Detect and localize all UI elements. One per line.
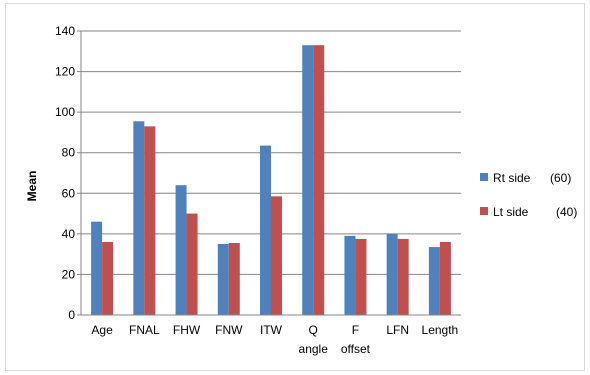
bar-rt-side bbox=[386, 233, 398, 315]
legend-series-name: Lt side bbox=[493, 205, 529, 219]
y-axis-label: Mean bbox=[25, 171, 39, 202]
y-tick-label: 0 bbox=[68, 308, 75, 322]
bar-rt-side bbox=[175, 185, 187, 315]
y-tick-label: 20 bbox=[62, 267, 76, 281]
y-tick-labels: 0 20 40 60 80 100 120 140 bbox=[55, 24, 75, 322]
bar-lt-side bbox=[144, 126, 156, 315]
y-tick-label: 120 bbox=[55, 65, 75, 79]
legend: Rt side (60) Lt side (40) bbox=[480, 171, 577, 219]
bar-rt-side bbox=[217, 244, 229, 315]
y-tick-label: 140 bbox=[55, 24, 75, 38]
bar-lt-side bbox=[228, 242, 240, 315]
bar-rt-side bbox=[133, 121, 145, 316]
legend-series-name: Rt side bbox=[493, 171, 531, 185]
bar-rt-side bbox=[428, 247, 440, 315]
bar-lt-side bbox=[397, 238, 409, 315]
y-tick-label: 80 bbox=[62, 146, 76, 160]
axes bbox=[77, 30, 461, 316]
x-category-label: FNW bbox=[215, 323, 243, 337]
bar-rt-side bbox=[91, 221, 103, 315]
bar-rt-side bbox=[344, 235, 356, 315]
bar-rt-side bbox=[260, 145, 271, 315]
legend-swatch bbox=[480, 207, 488, 215]
x-category-label: Age bbox=[91, 323, 113, 337]
y-tick-label: 40 bbox=[62, 227, 76, 241]
bar-lt-side bbox=[439, 241, 451, 315]
bars bbox=[91, 45, 451, 316]
legend-count-label: (40) bbox=[556, 205, 577, 219]
bar-lt-side bbox=[186, 213, 198, 315]
legend-count-label: (60) bbox=[550, 171, 571, 185]
bar-lt-side bbox=[271, 196, 282, 315]
x-category-label: FNAL bbox=[129, 323, 160, 337]
x-category-label: Length bbox=[422, 323, 459, 337]
bar-lt-side bbox=[355, 238, 367, 315]
x-category-label: FHW bbox=[173, 323, 201, 337]
y-tick-label: 100 bbox=[55, 105, 75, 119]
x-category-label: ITW bbox=[260, 323, 283, 337]
bar-lt-side bbox=[313, 45, 325, 315]
y-tick-label: 60 bbox=[62, 186, 76, 200]
legend-swatch bbox=[480, 173, 488, 181]
x-category-label: LFN bbox=[386, 323, 409, 337]
bar-rt-side bbox=[302, 45, 314, 315]
bar-lt-side bbox=[102, 241, 114, 315]
